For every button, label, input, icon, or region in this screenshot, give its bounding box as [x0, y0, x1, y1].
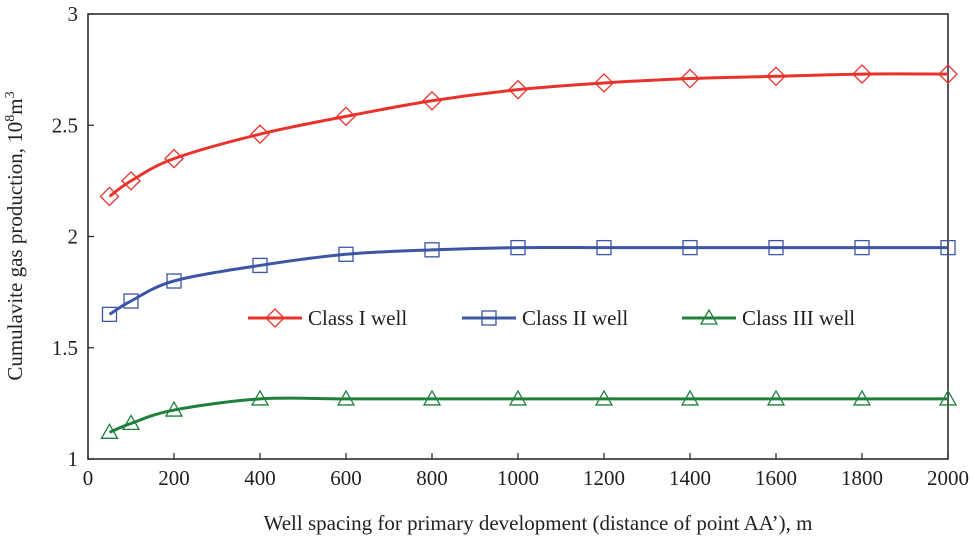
x-tick-label: 1200: [583, 466, 625, 490]
data-point-marker: [766, 389, 786, 406]
y-tick-label: 1.5: [52, 336, 78, 360]
series-line: [108, 396, 948, 434]
data-point-marker: [99, 186, 120, 207]
y-axis-title: Cumulavite gas production, 108m3: [3, 91, 27, 380]
series-2: [101, 239, 956, 323]
series-line: [108, 245, 948, 316]
legend-label: Class II well: [522, 306, 628, 330]
legend-marker: [265, 308, 285, 328]
data-point-marker: [101, 306, 118, 323]
legend-label: Class III well: [742, 306, 855, 330]
data-point-marker: [336, 106, 356, 127]
data-point-marker: [594, 389, 614, 406]
y-axis-title-main: Cumulavite gas production, 10: [3, 122, 27, 381]
y-axis-title-unit: m: [3, 98, 27, 114]
data-point-marker: [768, 239, 784, 256]
series-3: [100, 389, 958, 439]
data-point-marker: [121, 170, 141, 191]
series-line: [108, 72, 949, 198]
data-point-marker: [854, 239, 870, 256]
data-point-marker: [166, 273, 182, 289]
data-point-marker: [852, 64, 872, 84]
legend-item: Class III well: [682, 306, 855, 330]
data-point-marker: [121, 414, 141, 431]
data-point-marker: [508, 79, 528, 100]
legend-item: Class I well: [248, 306, 407, 330]
data-point-marker: [250, 124, 270, 145]
data-point-marker: [680, 389, 700, 406]
y-tick-label: 2.5: [52, 113, 78, 137]
legend-item: Class II well: [462, 306, 628, 330]
data-point-marker: [510, 239, 526, 256]
x-tick-label: 1600: [755, 466, 797, 490]
data-point-marker: [682, 239, 698, 256]
y-tick-label: 1: [68, 447, 79, 471]
data-point-marker: [938, 389, 958, 406]
data-point-marker: [940, 239, 956, 256]
data-point-marker: [594, 73, 614, 93]
x-tick-label: 1400: [669, 466, 711, 490]
data-point-marker: [250, 389, 270, 406]
data-point-marker: [852, 389, 872, 406]
x-tick-label: 2000: [927, 466, 969, 490]
data-point-marker: [938, 64, 958, 84]
data-point-marker: [422, 90, 442, 111]
x-tick-label: 1000: [497, 466, 539, 490]
data-point-marker: [338, 246, 354, 262]
data-point-marker: [422, 389, 442, 406]
data-point-marker: [680, 68, 700, 89]
x-tick-label: 600: [330, 466, 362, 490]
x-tick-label: 0: [83, 466, 94, 490]
x-axis-title: Well spacing for primary development (di…: [264, 511, 813, 535]
legend-marker: [699, 308, 719, 325]
data-point-marker: [164, 400, 184, 417]
y-tick-label: 2: [68, 225, 79, 249]
y-axis-title-unit-exponent: 3: [3, 91, 18, 98]
data-point-marker: [424, 242, 440, 258]
data-point-marker: [766, 66, 786, 87]
data-point-marker: [252, 257, 268, 274]
series-1: [99, 64, 958, 207]
y-tick-label: 3: [68, 2, 79, 26]
x-tick-label: 400: [244, 466, 276, 490]
x-tick-label: 1800: [841, 466, 883, 490]
data-point-marker: [123, 293, 139, 309]
legend-marker: [481, 310, 497, 326]
data-point-marker: [596, 239, 612, 256]
y-axis-title-exponent: 8: [3, 115, 18, 122]
data-point-marker: [336, 389, 356, 406]
data-point-marker: [100, 422, 119, 439]
legend-label: Class I well: [308, 306, 407, 330]
data-point-marker: [508, 389, 528, 406]
x-tick-label: 200: [158, 466, 190, 490]
x-tick-label: 800: [416, 466, 448, 490]
data-point-marker: [164, 148, 184, 169]
